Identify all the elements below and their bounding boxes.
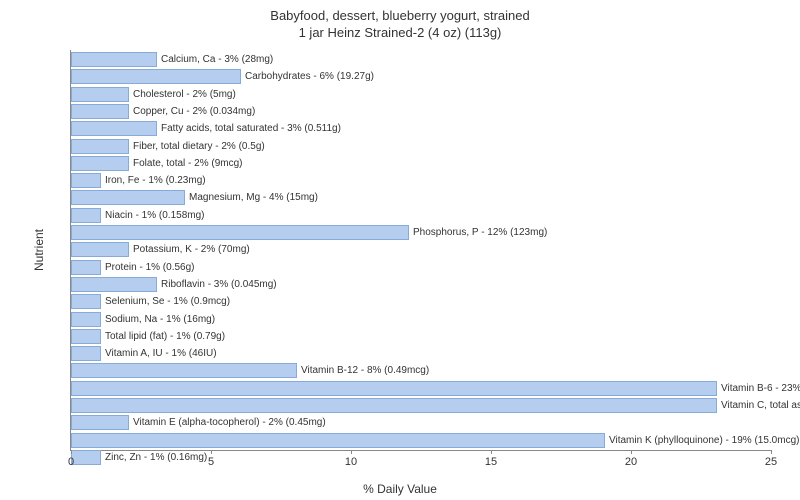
bar <box>71 329 101 344</box>
y-axis-label: Nutrient <box>32 229 46 271</box>
bar-row: Vitamin K (phylloquinone) - 19% (15.0mcg… <box>71 433 799 448</box>
x-tick-mark <box>631 450 632 454</box>
bar <box>71 312 101 327</box>
bar-label: Total lipid (fat) - 1% (0.79g) <box>105 331 225 342</box>
x-tick-mark <box>71 450 72 454</box>
bar-row: Folate, total - 2% (9mcg) <box>71 156 242 171</box>
bar-label: Riboflavin - 3% (0.045mg) <box>161 279 277 290</box>
bar <box>71 173 101 188</box>
bar-row: Total lipid (fat) - 1% (0.79g) <box>71 329 225 344</box>
bar <box>71 260 101 275</box>
bar <box>71 381 717 396</box>
bar-row: Riboflavin - 3% (0.045mg) <box>71 277 277 292</box>
bar <box>71 208 101 223</box>
title-line-2: 1 jar Heinz Strained-2 (4 oz) (113g) <box>299 25 502 40</box>
x-tick-label: 5 <box>208 456 214 468</box>
bar-row: Vitamin B-12 - 8% (0.49mcg) <box>71 363 429 378</box>
bar-label: Fiber, total dietary - 2% (0.5g) <box>133 141 265 152</box>
bar <box>71 156 129 171</box>
x-tick-label: 15 <box>485 456 497 468</box>
bar-row: Vitamin C, total ascorbic acid - 23% (14… <box>71 398 800 413</box>
bar-label: Zinc, Zn - 1% (0.16mg) <box>105 452 207 463</box>
x-tick-mark <box>351 450 352 454</box>
bar <box>71 242 129 257</box>
bar-label: Phosphorus, P - 12% (123mg) <box>413 227 547 238</box>
bar <box>71 433 605 448</box>
bar-row: Protein - 1% (0.56g) <box>71 260 195 275</box>
title-line-1: Babyfood, dessert, blueberry yogurt, str… <box>270 8 529 23</box>
x-tick-label: 0 <box>68 456 74 468</box>
bar-label: Vitamin K (phylloquinone) - 19% (15.0mcg… <box>609 435 799 446</box>
bar-label: Copper, Cu - 2% (0.034mg) <box>133 106 255 117</box>
bar-row: Calcium, Ca - 3% (28mg) <box>71 52 273 67</box>
bar-row: Vitamin B-6 - 23% (0.452mg) <box>71 381 800 396</box>
bar-row: Fatty acids, total saturated - 3% (0.511… <box>71 121 341 136</box>
bar-label: Vitamin C, total ascorbic acid - 23% (14… <box>721 400 800 411</box>
bar-row: Zinc, Zn - 1% (0.16mg) <box>71 450 207 465</box>
bar-row: Niacin - 1% (0.158mg) <box>71 208 204 223</box>
bar <box>71 225 409 240</box>
chart-title: Babyfood, dessert, blueberry yogurt, str… <box>0 0 800 42</box>
bar-row: Potassium, K - 2% (70mg) <box>71 242 250 257</box>
bar-row: Selenium, Se - 1% (0.9mcg) <box>71 294 230 309</box>
bar-label: Protein - 1% (0.56g) <box>105 262 195 273</box>
bar-label: Iron, Fe - 1% (0.23mg) <box>105 175 206 186</box>
bar-label: Fatty acids, total saturated - 3% (0.511… <box>161 123 341 134</box>
bar <box>71 450 101 465</box>
bar <box>71 121 157 136</box>
bar <box>71 415 129 430</box>
plot-area: Calcium, Ca - 3% (28mg) Carbohydrates - 6… <box>70 50 771 451</box>
bar <box>71 139 129 154</box>
x-axis-label: % Daily Value <box>363 482 437 496</box>
bar-row: Carbohydrates - 6% (19.27g) <box>71 69 374 84</box>
x-tick-label: 20 <box>625 456 637 468</box>
bar-label: Niacin - 1% (0.158mg) <box>105 210 204 221</box>
bar-row: Vitamin A, IU - 1% (46IU) <box>71 346 217 361</box>
bar-label: Sodium, Na - 1% (16mg) <box>105 314 215 325</box>
bar-row: Phosphorus, P - 12% (123mg) <box>71 225 547 240</box>
bar <box>71 346 101 361</box>
bar-label: Carbohydrates - 6% (19.27g) <box>245 71 374 82</box>
x-tick-label: 10 <box>345 456 357 468</box>
bar-row: Magnesium, Mg - 4% (15mg) <box>71 190 318 205</box>
bar-label: Vitamin B-12 - 8% (0.49mcg) <box>301 365 429 376</box>
x-tick-label: 25 <box>765 456 777 468</box>
bar <box>71 294 101 309</box>
x-tick-mark <box>211 450 212 454</box>
bar <box>71 52 157 67</box>
bar-label: Vitamin A, IU - 1% (46IU) <box>105 348 217 359</box>
bar-label: Vitamin E (alpha-tocopherol) - 2% (0.45m… <box>133 417 326 428</box>
bar <box>71 104 129 119</box>
bar-label: Folate, total - 2% (9mcg) <box>133 158 242 169</box>
bar <box>71 87 129 102</box>
bar <box>71 190 185 205</box>
x-tick-mark <box>491 450 492 454</box>
bar-label: Selenium, Se - 1% (0.9mcg) <box>105 296 230 307</box>
x-tick-mark <box>771 450 772 454</box>
bar <box>71 398 717 413</box>
bar-label: Vitamin B-6 - 23% (0.452mg) <box>721 383 800 394</box>
bar <box>71 363 297 378</box>
bar <box>71 277 157 292</box>
nutrient-chart: Babyfood, dessert, blueberry yogurt, str… <box>0 0 800 500</box>
bar-row: Sodium, Na - 1% (16mg) <box>71 312 215 327</box>
bar <box>71 69 241 84</box>
bar-row: Cholesterol - 2% (5mg) <box>71 87 236 102</box>
bar-row: Iron, Fe - 1% (0.23mg) <box>71 173 206 188</box>
bar-row: Fiber, total dietary - 2% (0.5g) <box>71 139 265 154</box>
bar-label: Potassium, K - 2% (70mg) <box>133 244 250 255</box>
bar-row: Copper, Cu - 2% (0.034mg) <box>71 104 255 119</box>
bar-label: Calcium, Ca - 3% (28mg) <box>161 54 273 65</box>
bar-label: Magnesium, Mg - 4% (15mg) <box>189 192 318 203</box>
bar-label: Cholesterol - 2% (5mg) <box>133 89 236 100</box>
bar-row: Vitamin E (alpha-tocopherol) - 2% (0.45m… <box>71 415 326 430</box>
